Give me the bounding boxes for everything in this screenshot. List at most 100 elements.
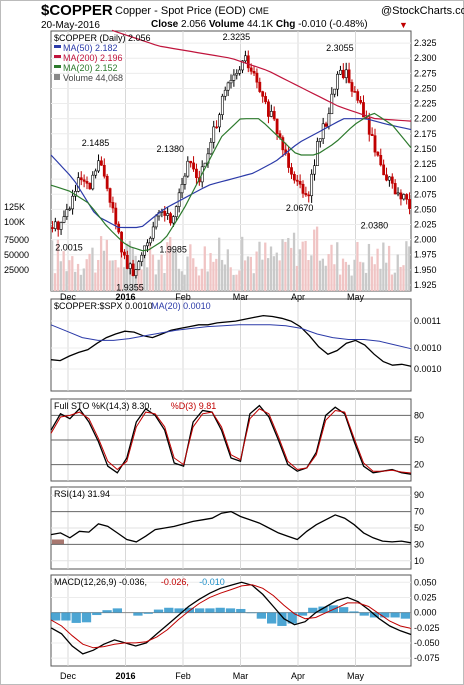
price-legend-label: MA(20) 2.152: [63, 63, 118, 73]
macd-histogram-bar: [215, 607, 225, 613]
volume-bar: [396, 254, 399, 291]
volume-bar: [195, 266, 198, 291]
price-legend-swatch: [54, 65, 61, 68]
candle-body: [223, 89, 227, 97]
candle-body: [226, 82, 230, 91]
candle-body: [94, 170, 98, 176]
volume-bar: [82, 268, 85, 291]
price-annotation: 2.0380: [361, 221, 389, 231]
ratio-legend-label: MA(20) 0.0010: [151, 301, 211, 311]
close-value: 2.056: [181, 19, 207, 30]
volume-bar: [140, 269, 143, 291]
volume-bar: [97, 259, 100, 291]
stochastic-axis-tick-label: 80: [414, 410, 424, 420]
candle-body: [287, 153, 291, 168]
month-tick-label: Mar: [233, 292, 249, 302]
volume-bar: [65, 271, 68, 291]
macd-histogram-bar: [349, 611, 359, 613]
volume-bar: [180, 271, 183, 291]
volume-bar: [189, 244, 192, 291]
macd-histogram-bar: [61, 612, 71, 621]
candle-body: [373, 135, 377, 153]
macd-histogram-bar: [246, 612, 256, 614]
candle-body: [385, 174, 388, 181]
macd-axis-tick-label: 0.050: [414, 577, 437, 587]
volume-label: Volume: [208, 19, 245, 30]
price-axis-tick-label: 2.200: [414, 114, 437, 124]
candle-body: [192, 162, 195, 170]
volume-bar: [269, 246, 273, 291]
volume-bar: [206, 271, 209, 291]
volume-bar: [385, 262, 388, 291]
candle-body: [85, 181, 89, 184]
macd-legend-label: -0.010: [199, 577, 225, 587]
volume-bar: [281, 239, 284, 291]
symbol-title: $COPPER: [41, 2, 113, 19]
candle-body: [229, 79, 233, 84]
candle-body: [212, 126, 216, 143]
candle-body: [134, 269, 138, 276]
rsi-axis-tick-label: 10: [414, 556, 424, 566]
volume-bar: [353, 259, 356, 291]
volume-bar: [275, 252, 278, 291]
candle-body: [172, 216, 175, 224]
candle-body: [114, 207, 118, 225]
candle-body: [148, 237, 152, 244]
exchange-label: CME: [248, 6, 269, 16]
candle-body: [370, 134, 374, 136]
macd-legend-label: -0.026,: [161, 577, 189, 587]
macd-histogram-bar: [174, 608, 184, 613]
volume-bar: [249, 256, 252, 291]
volume-bar: [157, 259, 160, 291]
macd-histogram-bar: [195, 608, 205, 613]
ratio-panel-frame: [50, 298, 412, 392]
candle-body: [154, 215, 158, 228]
month-tick-label: 2016: [115, 671, 135, 681]
candle-body: [177, 192, 181, 207]
volume-bar: [330, 244, 333, 291]
volume-bar: [85, 259, 88, 291]
candle-body: [304, 193, 308, 196]
candle-body: [108, 188, 112, 203]
volume-bar: [246, 256, 250, 291]
candle-body: [333, 88, 337, 95]
volume-bar: [350, 275, 353, 291]
volume-bar: [258, 241, 261, 291]
price-legend-label: MA(50) 2.182: [63, 43, 118, 53]
price-axis-tick-label: 2.225: [414, 99, 437, 109]
volume-bar: [148, 237, 152, 291]
candle-body: [232, 74, 236, 81]
candle-body: [376, 151, 380, 156]
volume-bar: [123, 267, 126, 291]
volume-bar: [324, 265, 327, 291]
price-legend-label: $COPPER (Daily) 2.056: [54, 33, 151, 43]
macd-axis-tick-label: 0.025: [414, 592, 437, 602]
candle-body: [186, 160, 190, 177]
volume-bar: [137, 265, 140, 291]
volume-bar: [88, 253, 91, 291]
volume-axis-tick-label: 100K: [4, 217, 25, 227]
rsi-oversold-fill: [52, 539, 64, 545]
macd-histogram-bar: [112, 608, 122, 613]
macd-histogram-bar: [308, 607, 318, 613]
price-axis-tick-label: 2.150: [414, 144, 437, 154]
month-tick-label: Mar: [233, 671, 249, 681]
candle-body: [275, 118, 279, 134]
macd-histogram-bar: [51, 612, 61, 621]
candle-body: [82, 179, 86, 182]
candle-body: [327, 113, 331, 127]
price-axis-tick-label: 2.100: [414, 174, 437, 184]
candle-body: [313, 165, 316, 175]
candle-body: [362, 102, 365, 118]
volume-bar: [405, 241, 408, 291]
candle-body: [359, 100, 363, 103]
macd-histogram-bar: [236, 608, 246, 613]
macd-histogram-bar: [267, 612, 277, 624]
volume-bar: [341, 258, 345, 291]
volume-bar: [229, 267, 232, 291]
macd-histogram-bar: [400, 612, 410, 619]
chg-value: -0.010 (-0.48%): [298, 19, 368, 30]
volume-bar: [393, 272, 396, 291]
macd-histogram-bar: [71, 612, 81, 623]
price-annotation: 2.1485: [82, 138, 110, 148]
